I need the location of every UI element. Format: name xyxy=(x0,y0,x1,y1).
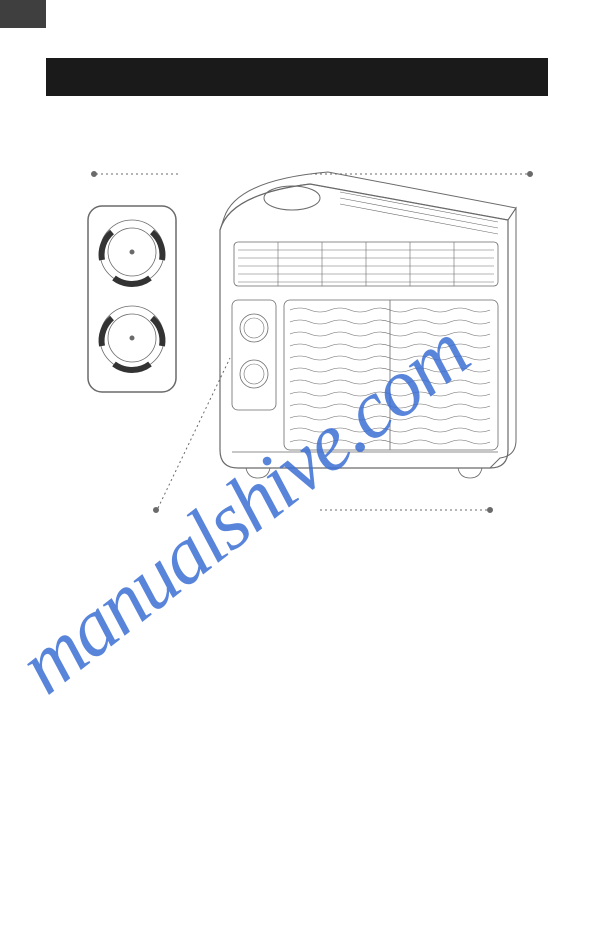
product-diagram xyxy=(60,150,540,570)
title-bar xyxy=(46,58,548,96)
page-tab xyxy=(0,0,46,28)
ac-unit-illustration xyxy=(60,150,540,570)
